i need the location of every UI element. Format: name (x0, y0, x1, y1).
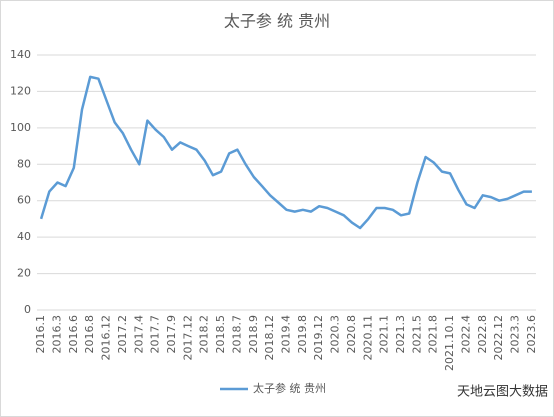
x-tick-label: 2018.2 (198, 315, 211, 354)
x-tick-label: 2016.8 (83, 315, 96, 354)
x-tick-label: 2020.3 (329, 315, 342, 354)
watermark: 天地云图大数据 (457, 385, 548, 400)
x-tick-label: 2019.12 (312, 315, 325, 361)
y-tick-label: 100 (10, 121, 31, 134)
chart-title: 太子参 统 贵州 (224, 12, 330, 31)
x-tick-label: 2020.8 (345, 315, 358, 354)
legend-label: 太子参 统 贵州 (253, 381, 326, 395)
y-tick-label: 120 (10, 84, 31, 97)
x-tick-label: 2016.3 (50, 315, 63, 354)
y-tick-label: 80 (17, 157, 31, 170)
x-tick-label: 2023.3 (509, 315, 522, 354)
x-tick-label: 2017.9 (165, 315, 178, 354)
x-tick-label: 2021.5 (410, 315, 423, 354)
x-tick-label: 2019.8 (296, 315, 309, 354)
data-line (39, 75, 532, 230)
x-tick-label: 2018.7 (230, 315, 243, 354)
x-tick-label: 2017.2 (116, 315, 129, 354)
y-tick-label: 0 (24, 303, 31, 316)
y-tick-label: 60 (17, 194, 31, 207)
x-tick-label: 2018.9 (247, 315, 260, 354)
x-tick-label: 2022.12 (492, 315, 505, 361)
x-tick-label: 2018.12 (263, 315, 276, 361)
x-tick-label: 2022.8 (476, 315, 489, 354)
x-tick-label: 2018.5 (214, 315, 227, 354)
x-tick-label: 2021.10.1 (443, 315, 456, 371)
x-tick-label: 2020.11 (361, 315, 374, 361)
x-tick-label: 2021.8 (427, 315, 440, 354)
x-tick-label: 2021.1 (378, 315, 391, 354)
x-tick-label: 2017.4 (132, 315, 145, 354)
x-tick-label: 2016.6 (67, 315, 80, 354)
x-tick-label: 2016.12 (100, 315, 113, 361)
y-tick-label: 40 (17, 230, 31, 243)
x-tick-label: 2022.4 (459, 315, 472, 354)
x-tick-label: 2023.6 (525, 315, 538, 354)
x-tick-label: 2016.1 (34, 315, 47, 354)
y-tick-label: 20 (17, 267, 31, 280)
x-tick-label: 2019.4 (280, 315, 293, 354)
x-tick-label: 2021.3 (394, 315, 407, 354)
x-tick-label: 2017.12 (181, 315, 194, 361)
y-tick-label: 140 (10, 48, 31, 61)
x-tick-label: 2017.7 (149, 315, 162, 354)
